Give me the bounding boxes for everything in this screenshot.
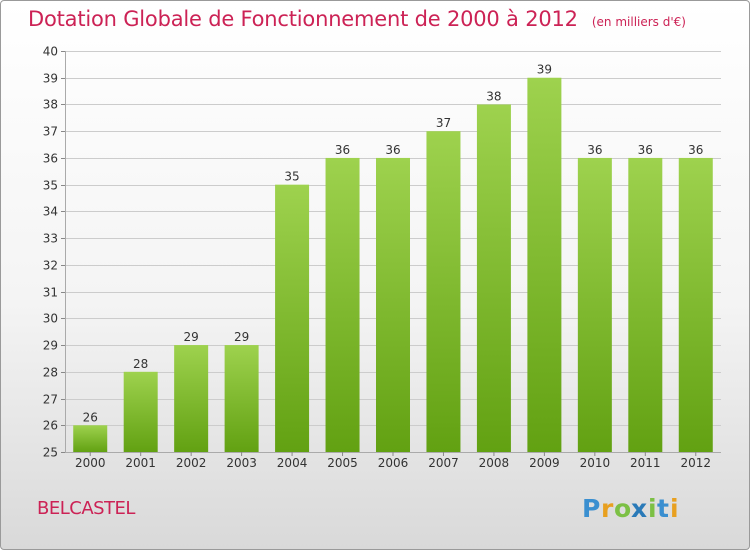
x-tick-label: 2009: [529, 456, 560, 470]
x-tick-label: 2008: [479, 456, 510, 470]
svg-text:P: P: [582, 494, 600, 523]
y-tick-label: 39: [43, 72, 58, 86]
bar: [426, 131, 461, 452]
x-tick-label: 2004: [277, 456, 308, 470]
bar: [527, 77, 562, 452]
bar: [476, 104, 511, 452]
data-label: 38: [486, 89, 501, 103]
y-tick-label: 37: [43, 125, 58, 139]
svg-text:o: o: [614, 494, 631, 523]
data-label: 39: [537, 63, 552, 77]
proxiti-logo[interactable]: P r o x i t i: [582, 491, 692, 525]
y-tick-label: 25: [43, 446, 58, 460]
bar: [628, 157, 663, 452]
data-label: 36: [385, 143, 400, 157]
y-tick-label: 40: [43, 45, 58, 59]
x-tick-label: 2011: [630, 456, 661, 470]
y-tick-label: 36: [43, 152, 58, 166]
title-row: Dotation Globale de Fonctionnement de 20…: [28, 7, 686, 31]
data-label: 29: [184, 330, 199, 344]
data-label: 36: [335, 143, 350, 157]
bar: [224, 345, 259, 452]
data-label: 36: [638, 143, 653, 157]
bars: [73, 77, 713, 452]
x-tick-label: 2000: [75, 456, 106, 470]
y-tick-label: 34: [43, 205, 58, 219]
data-label: 26: [83, 410, 98, 424]
bar: [275, 184, 310, 452]
x-tick-label: 2012: [680, 456, 711, 470]
x-tick-label: 2003: [226, 456, 257, 470]
y-tick-label: 33: [43, 232, 58, 246]
x-tick-labels: 2000 2001 2002 2003 2004 2005 2006 2007 2008 2009…: [75, 452, 711, 470]
data-label: 36: [587, 143, 602, 157]
x-tick-label: 2001: [125, 456, 156, 470]
y-tick-label: 27: [43, 393, 58, 407]
data-label: 37: [436, 116, 451, 130]
chart-title: Dotation Globale de Fonctionnement de 20…: [28, 7, 578, 31]
chart-unit: (en milliers d'€): [591, 15, 686, 29]
y-tick-label: 38: [43, 98, 58, 112]
svg-text:i: i: [648, 494, 657, 523]
x-tick-label: 2005: [327, 456, 358, 470]
data-labels: 26 28 29 29 35 36 36 37 38 39 36 36 36: [83, 63, 704, 425]
x-tick-label: 2002: [176, 456, 207, 470]
commune-name: BELCASTEL: [37, 498, 135, 519]
y-tick-label: 31: [43, 286, 58, 300]
y-tick-label: 29: [43, 339, 58, 353]
data-label: 28: [133, 357, 148, 371]
bar: [73, 425, 108, 452]
svg-text:t: t: [657, 494, 669, 523]
y-tick-label: 26: [43, 419, 58, 433]
data-label: 36: [688, 143, 703, 157]
bar: [577, 157, 612, 452]
data-label: 35: [284, 170, 299, 184]
y-tick-label: 32: [43, 259, 58, 273]
bar: [123, 371, 158, 452]
svg-text:r: r: [601, 494, 614, 523]
bar: [376, 157, 410, 452]
x-tick-label: 2007: [428, 456, 459, 470]
svg-text:x: x: [631, 494, 647, 523]
x-tick-label: 2006: [378, 456, 409, 470]
x-tick-label: 2010: [580, 456, 611, 470]
y-tick-label: 28: [43, 366, 58, 380]
y-tick-labels: 25 26 27 28 29 30 31 32 33 34 35 36 37 38 39 40: [43, 45, 58, 460]
data-label: 29: [234, 330, 249, 344]
bar: [174, 345, 209, 452]
bar: [325, 157, 360, 452]
bar: [678, 157, 713, 452]
svg-text:i: i: [670, 494, 679, 523]
y-tick-label: 30: [43, 312, 58, 326]
y-tick-label: 35: [43, 179, 58, 193]
